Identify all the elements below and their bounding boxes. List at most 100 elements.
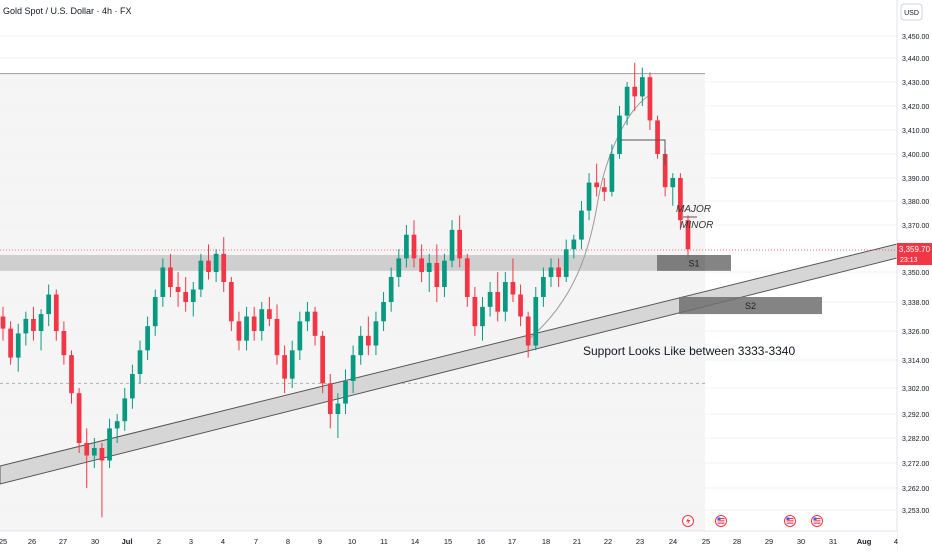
candle-body	[358, 335, 364, 356]
candle-body	[15, 333, 21, 358]
candle-body	[84, 443, 90, 456]
candle-body	[586, 182, 592, 211]
flag-stripe-icon	[813, 518, 821, 520]
candle-body	[320, 335, 326, 384]
candle-body	[396, 258, 402, 277]
candle-body	[457, 229, 463, 259]
candle-body	[518, 294, 523, 317]
support-note-text: Support Looks Like between 3333-3340	[583, 344, 795, 358]
candle-body	[99, 448, 105, 461]
time-tick-label: 15	[444, 537, 452, 546]
candle-body	[107, 428, 112, 461]
candle-body	[404, 234, 409, 259]
minor-label: MINOR	[680, 220, 713, 231]
support-box-label: S1	[688, 258, 699, 268]
time-tick-label: 27	[59, 537, 67, 546]
price-tag-box	[897, 243, 932, 265]
flag-stripe-icon	[786, 520, 794, 522]
currency-button[interactable]	[900, 3, 923, 21]
candle-body	[46, 294, 52, 315]
candle-body	[472, 297, 478, 327]
price-tick-label: 3,292.00	[902, 412, 929, 419]
candle-body	[0, 316, 6, 329]
candle-body	[198, 260, 204, 290]
candle-body	[609, 154, 615, 192]
candle-body	[289, 350, 295, 379]
candle-body	[221, 253, 227, 282]
candle-body	[343, 381, 348, 404]
candle-body	[274, 318, 280, 356]
time-tick-label: 17	[508, 537, 516, 546]
candle-body	[206, 260, 211, 272]
candle-body	[282, 355, 287, 379]
price-tick-label: 3,338.00	[902, 300, 929, 307]
price-tick-label: 3,380.00	[902, 199, 929, 206]
candle-body	[259, 309, 265, 331]
candle-body	[571, 239, 577, 250]
lightning-glyph-icon	[686, 517, 691, 525]
support-band	[0, 254, 705, 271]
candle-body	[130, 374, 135, 399]
candle-body	[655, 120, 660, 154]
candle-body	[76, 393, 82, 443]
price-tick-label: 3,370.00	[902, 223, 929, 230]
flag-stripe-icon	[813, 520, 821, 522]
candle-body	[541, 277, 546, 297]
candle-body	[305, 311, 310, 322]
candle-body	[563, 249, 569, 277]
candle-body	[548, 267, 554, 277]
price-tick-label: 3,326.00	[902, 329, 929, 336]
flag-stripe-icon	[717, 520, 725, 522]
candle-body	[145, 326, 150, 351]
time-tick-label: Jul	[122, 537, 133, 546]
candle-body	[53, 294, 59, 331]
candle-body	[647, 77, 653, 121]
candle-body	[267, 309, 272, 319]
time-tick-label: 2	[157, 537, 161, 546]
candle-body	[419, 258, 424, 272]
structure-lines	[620, 139, 666, 165]
time-tick-label: 4	[894, 537, 898, 546]
support-box-label: S2	[745, 301, 756, 311]
candle-body	[464, 258, 470, 297]
time-tick-label: 30	[797, 537, 805, 546]
candle-body	[91, 448, 97, 456]
candle-body	[678, 178, 683, 221]
event-icons[interactable]	[682, 515, 823, 527]
time-tick-label: 16	[477, 537, 485, 546]
curved-trend-arc	[527, 94, 651, 341]
price-tick-label: 3,390.00	[902, 176, 929, 183]
candle-body	[327, 383, 333, 414]
candle-body	[685, 220, 691, 250]
time-axis-background	[0, 531, 897, 550]
flag-stripe-icon	[786, 518, 794, 520]
candle-body	[31, 318, 36, 331]
candle-body	[236, 321, 242, 341]
price-tick-label: 3,282.00	[902, 436, 929, 443]
price-tick-label: 3,350.00	[902, 270, 929, 277]
candle-body	[137, 350, 143, 374]
support-boxes: S1 S2	[657, 254, 822, 315]
time-tick-label: 4	[221, 537, 225, 546]
currency-label: USD	[904, 10, 919, 17]
time-tick-label: 18	[542, 537, 550, 546]
candle-body	[190, 289, 196, 302]
price-tick-label: 3,262.00	[902, 486, 929, 493]
price-tick-label: 3,400.00	[902, 152, 929, 159]
price-tick-label: 3,302.00	[902, 386, 929, 393]
price-axis-background	[897, 0, 932, 550]
time-tick-label: 22	[604, 537, 612, 546]
major-label: MAJOR	[676, 204, 711, 215]
time-tick-label: 24	[669, 537, 677, 546]
candle-body	[373, 321, 379, 346]
time-tick-label: 25	[0, 537, 7, 546]
price-tick-label: 3,272.00	[902, 461, 929, 468]
candle-body	[69, 355, 74, 394]
candle-body	[381, 302, 386, 322]
grid-lines	[0, 35, 897, 511]
candle-body	[525, 316, 531, 346]
time-tick-label: 11	[380, 537, 388, 546]
candle-body	[350, 355, 356, 381]
candle-body	[411, 234, 417, 259]
